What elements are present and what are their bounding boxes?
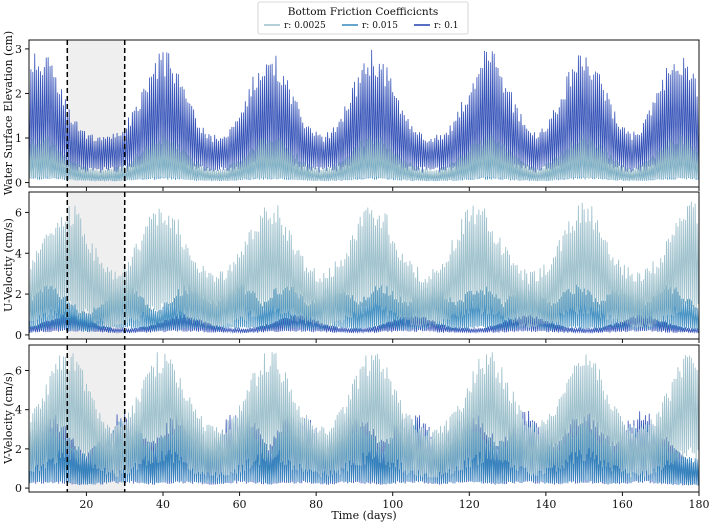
panel-2-frame [28,344,700,493]
ytick-label-1-6: 6 [15,206,22,219]
ytick-label-1-4: 4 [15,247,22,260]
series-r-0-0025-panel-2 [28,352,700,478]
ytick-label-0-1: 1 [15,132,22,145]
series-r-0-0025-panel-1 [28,201,700,329]
panel-0-frame [28,39,700,188]
panel-2-series-layer [28,345,700,492]
xtick-label-120: 120 [459,498,480,511]
panel-0-series-layer [28,40,700,187]
panel-0-ticks-layer: 0 1 2 3 [15,43,700,191]
legend-label-r-0-015: r: 0.015 [362,21,398,31]
xtick-label-140: 140 [535,498,556,511]
xtick-label-80: 80 [309,498,323,511]
x-axis-label: Time (days) [331,509,396,522]
legend-label-r-0-0025: r: 0.0025 [284,21,326,31]
series-r-0-015-panel-1 [28,284,700,332]
ytick-label-0-2: 2 [15,87,22,100]
xtick-label-100: 100 [382,498,403,511]
series-r-0-1-panel-0 [28,49,700,173]
xtick-label-60: 60 [233,498,247,511]
legend: Bottom Friction Coefficicnts r: 0.0025 r… [257,1,469,35]
xtick-label-20: 20 [79,498,93,511]
series-r-0-015-panel-2 [28,419,700,486]
series-r-0-0025-panel-0 [28,133,700,182]
panel-1-frame [28,191,700,340]
panel-0-ylabel: Water Surface Elevation (cm) [2,31,15,195]
ytick-label-2-2: 2 [15,443,22,456]
panel-u-velocity: 0 2 4 6 U-Velocity (cm/s) [2,191,700,343]
panel-2-ticks-layer: 0 2 4 6 20 40 60 80 100 120 140 160 180 [15,364,710,511]
ytick-label-1-0: 0 [15,329,22,342]
highlight-window-0 [67,40,125,187]
panel-1-ylabel: U-Velocity (cm/s) [2,218,15,312]
panel-water-surface-elevation: 0 1 2 3 Water Surface Elevation (cm) [2,31,700,195]
panel-1-series-layer [28,192,700,339]
ytick-label-2-0: 0 [15,482,22,495]
panel-1-ticks-layer: 0 2 4 6 [15,206,700,343]
xtick-label-160: 160 [612,498,633,511]
legend-label-r-0-1: r: 0.1 [434,21,459,31]
ytick-label-2-6: 6 [15,364,22,377]
xtick-label-180: 180 [689,498,710,511]
legend-frame [257,1,469,35]
series-r-0-1-panel-1 [28,314,700,335]
ytick-label-2-4: 4 [15,404,22,417]
panel-2-ylabel: V-Velocity (cm/s) [2,372,15,465]
ytick-label-1-2: 2 [15,288,22,301]
panel-0-highlight-layer [67,40,125,187]
ytick-label-0-0: 0 [15,177,22,190]
legend-title: Bottom Friction Coefficicnts [288,6,439,18]
ytick-label-0-3: 3 [15,43,22,56]
xtick-label-40: 40 [156,498,170,511]
panel-v-velocity: 0 2 4 6 20 40 60 80 100 120 140 160 180 V-Velocity (… [2,344,710,511]
